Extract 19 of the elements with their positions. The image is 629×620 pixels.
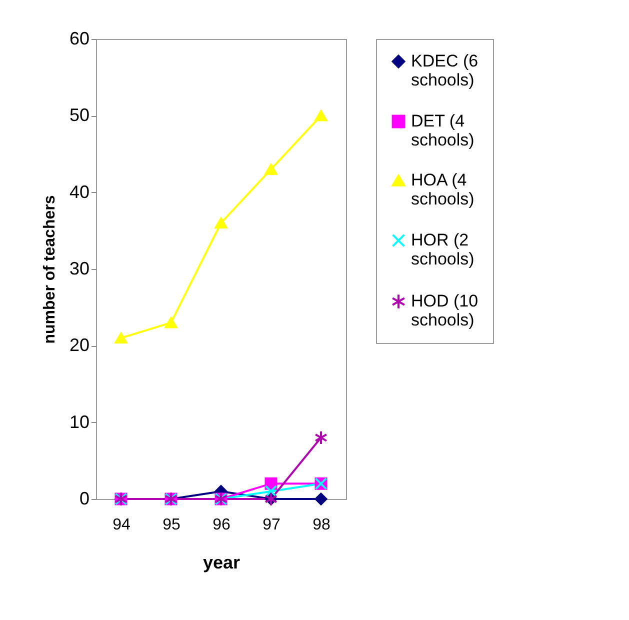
y-tick-label: 20 [69,335,90,356]
legend-label: HOD (10 schools) [411,292,478,330]
x-tick-label: 94 [112,516,130,534]
x-tick-label: 96 [212,516,230,534]
legend-label: KDEC (6 schools) [411,52,478,90]
y-tick-label: 40 [69,182,90,202]
y-axis-title: number of teachers [41,195,58,344]
y-tick-label: 0 [79,488,90,508]
legend-label: HOR (2 schools) [411,230,474,268]
x-tick-label: 97 [262,516,280,534]
legend-label: HOA (4 schools) [411,170,474,208]
x-tick-label: 95 [162,516,180,534]
y-tick-label: 30 [69,258,90,278]
y-tick-label: 60 [69,28,90,48]
legend-label: DET (4 schools) [411,112,474,150]
y-tick-label: 10 [69,412,90,432]
x-tick-label: 98 [312,516,330,534]
y-tick-label: 50 [69,105,90,126]
x-axis-title: year [202,552,240,572]
